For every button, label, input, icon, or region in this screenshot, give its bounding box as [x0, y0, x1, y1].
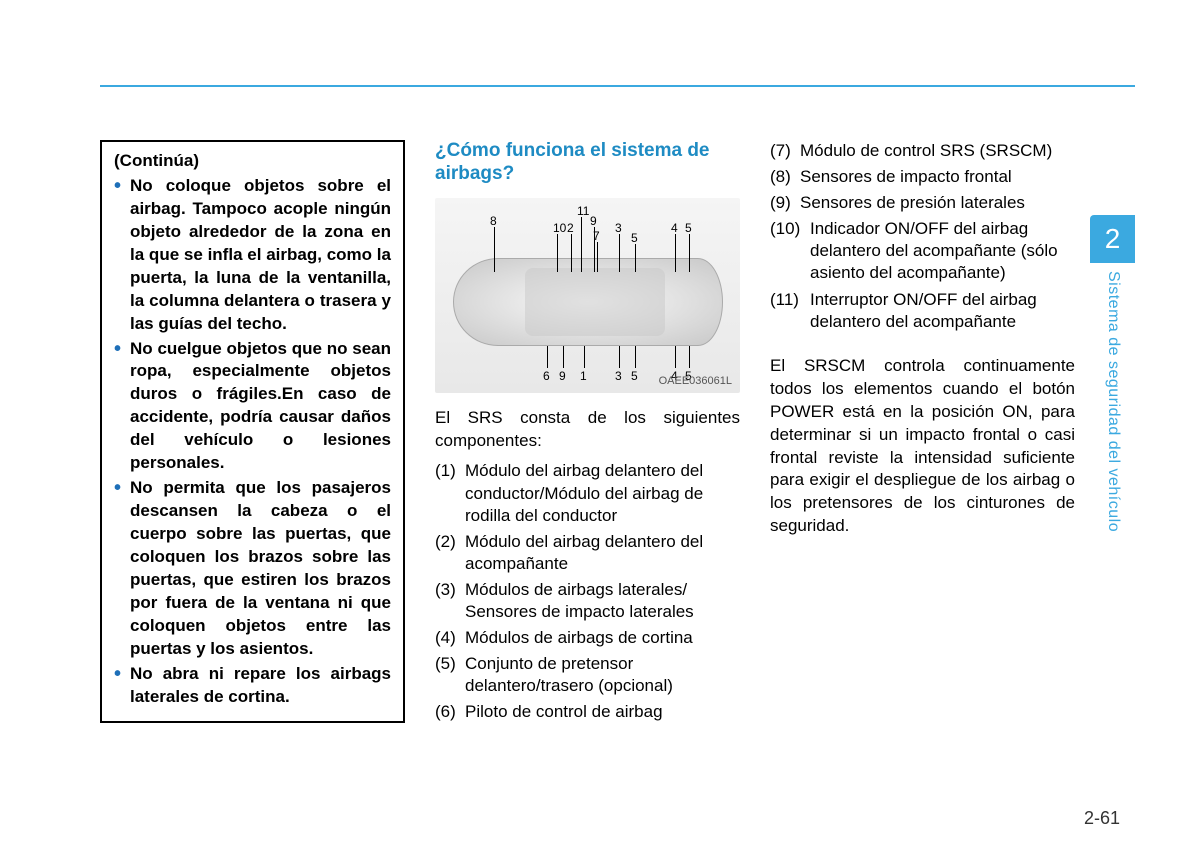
- diagram-leader: [571, 234, 572, 272]
- warning-item: No permita que los pasajeros descansen l…: [114, 477, 391, 661]
- diagram-leader: [619, 346, 620, 368]
- diagram-leader: [584, 346, 585, 368]
- list-item: (8)Sensores de impacto frontal: [770, 166, 1075, 188]
- diagram-leader: [689, 234, 690, 272]
- diagram-label: 3: [615, 368, 622, 384]
- chapter-title: Sistema de seguridad del vehículo: [1104, 271, 1122, 532]
- list-item: (6)Piloto de control de airbag: [435, 701, 740, 723]
- warning-item: No coloque objetos sobre el airbag. Tamp…: [114, 175, 391, 336]
- diagram-label: 10: [553, 220, 566, 236]
- component-list-cont: (7)Módulo de control SRS (SRSCM) (8)Sens…: [770, 140, 1075, 333]
- list-item: (1)Módulo del airbag delantero del condu…: [435, 460, 740, 526]
- warning-box: (Continúa) No coloque objetos sobre el a…: [100, 140, 405, 723]
- car-cabin-shape: [525, 268, 665, 336]
- diagram-label: 9: [559, 368, 566, 384]
- list-item: (3)Módulos de airbags laterales/ Sensore…: [435, 579, 740, 623]
- list-item: (4)Módulos de airbags de cortina: [435, 627, 740, 649]
- page-content: (Continúa) No coloque objetos sobre el a…: [100, 140, 1075, 728]
- diagram-leader: [675, 346, 676, 368]
- chapter-number: 2: [1090, 215, 1135, 263]
- warning-list: No coloque objetos sobre el airbag. Tamp…: [114, 175, 391, 709]
- diagram-label: 1: [580, 368, 587, 384]
- diagram-leader: [494, 227, 495, 272]
- section-title: ¿Cómo funciona el sistema de airbags?: [435, 140, 740, 186]
- srscm-paragraph: El SRSCM controla continuamente todos lo…: [770, 355, 1075, 539]
- column-2: ¿Cómo funciona el sistema de airbags? 81…: [435, 140, 740, 728]
- warning-item: No abra ni repare los airbags laterales …: [114, 663, 391, 709]
- chapter-tab: 2 Sistema de seguridad del vehículo: [1090, 215, 1135, 532]
- component-list: (1)Módulo del airbag delantero del condu…: [435, 460, 740, 723]
- top-rule: [100, 85, 1135, 87]
- diagram-leader: [547, 346, 548, 368]
- diagram-leader: [635, 244, 636, 272]
- diagram-leader: [675, 234, 676, 272]
- diagram-leader: [635, 346, 636, 368]
- list-item: (7)Módulo de control SRS (SRSCM): [770, 140, 1075, 162]
- page-number: 2-61: [1084, 808, 1120, 829]
- list-item: (2)Módulo del airbag delantero del acomp…: [435, 531, 740, 575]
- list-item: (11)Interruptor ON/OFF del airbag delant…: [770, 289, 1075, 333]
- diagram-leader: [689, 346, 690, 368]
- list-item: (5)Conjunto de pretensor delantero/trase…: [435, 653, 740, 697]
- warning-item: No cuelgue objetos que no sean ropa, esp…: [114, 338, 391, 476]
- diagram-leader: [597, 242, 598, 272]
- diagram-code: OAEE036061L: [659, 374, 732, 389]
- column-3: (7)Módulo de control SRS (SRSCM) (8)Sens…: [770, 140, 1075, 728]
- list-item: (10)Indicador ON/OFF del airbag delanter…: [770, 218, 1075, 284]
- intro-text: El SRS consta de los siguientes componen…: [435, 407, 740, 453]
- column-1: (Continúa) No coloque objetos sobre el a…: [100, 140, 405, 728]
- diagram-leader: [557, 234, 558, 272]
- diagram-leader: [563, 346, 564, 368]
- diagram-leader: [619, 234, 620, 272]
- airbag-diagram: 8111029735456913545 OAEE036061L: [435, 198, 740, 393]
- list-item: (9)Sensores de presión laterales: [770, 192, 1075, 214]
- diagram-label: 5: [631, 368, 638, 384]
- diagram-label: 11: [577, 203, 589, 219]
- diagram-leader: [581, 217, 582, 272]
- box-title: (Continúa): [114, 150, 391, 173]
- diagram-label: 6: [543, 368, 550, 384]
